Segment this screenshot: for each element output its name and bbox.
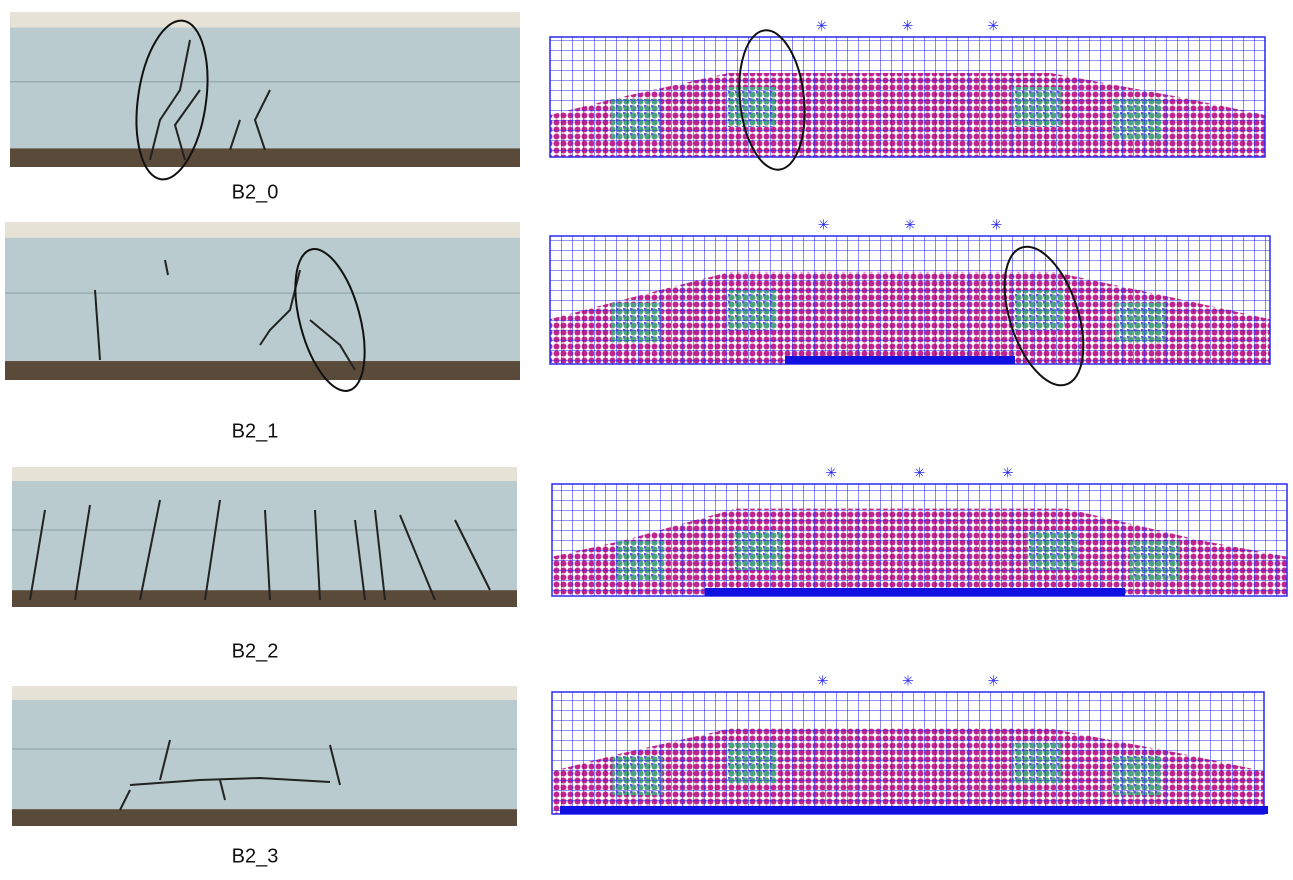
- photo-floor: [12, 809, 517, 826]
- photo-floor: [5, 361, 520, 380]
- beam-photo: [10, 12, 520, 167]
- beam-photo: [12, 467, 517, 607]
- fe-mesh: ✳ ✳ ✳: [552, 465, 1287, 596]
- panel-row: B2_1 ✳ ✳ ✳: [5, 217, 1270, 443]
- page: {"panels": [{"label": "B2_0"}, {"label":…: [0, 0, 1293, 875]
- mesh-grid: [552, 692, 1264, 814]
- reinforcement-bar: [560, 806, 1268, 814]
- load-symbol: ✳: [902, 18, 914, 34]
- load-symbol: ✳: [904, 217, 916, 233]
- load-symbol: ✳: [988, 673, 1000, 689]
- load-symbol: ✳: [987, 18, 999, 34]
- beam-body: [12, 481, 517, 590]
- panel-label: B2_0: [232, 181, 279, 203]
- fe-mesh: ✳ ✳ ✳: [552, 673, 1268, 814]
- load-symbol: ✳: [1002, 465, 1014, 481]
- beam-body: [12, 700, 517, 809]
- panel-label: B2_3: [232, 845, 279, 867]
- load-symbol: ✳: [817, 673, 829, 689]
- load-symbol: ✳: [914, 465, 926, 481]
- mesh-grid: [552, 484, 1287, 596]
- fe-mesh: ✳ ✳ ✳: [550, 18, 1265, 157]
- panel-label: B2_1: [232, 420, 279, 442]
- beam-body: [10, 28, 520, 149]
- mesh-grid: [550, 236, 1270, 364]
- fe-mesh: ✳ ✳ ✳: [550, 217, 1270, 364]
- figure: B2_0 ✳ ✳ ✳ B2_1 ✳ ✳ ✳ B2_2 ✳ ✳ ✳ B2_3 ✳ ✳ ✳: [0, 0, 1293, 875]
- reinforcement-bar: [785, 356, 1015, 364]
- panel-row: B2_2 ✳ ✳ ✳: [12, 465, 1287, 663]
- photo-floor: [12, 590, 517, 607]
- panel-label: B2_2: [232, 640, 279, 662]
- load-symbol: ✳: [825, 465, 837, 481]
- beam-photo: [5, 222, 520, 380]
- beam-photo: [12, 686, 517, 826]
- load-symbol: ✳: [818, 217, 830, 233]
- load-symbol: ✳: [816, 18, 828, 34]
- photo-floor: [10, 148, 520, 167]
- mesh-grid: [550, 37, 1265, 157]
- reinforcement-bar: [705, 588, 1125, 596]
- load-symbol: ✳: [991, 217, 1003, 233]
- panel-row: B2_3 ✳ ✳ ✳: [12, 673, 1268, 868]
- load-symbol: ✳: [902, 673, 914, 689]
- panel-row: B2_0 ✳ ✳ ✳: [10, 12, 1265, 203]
